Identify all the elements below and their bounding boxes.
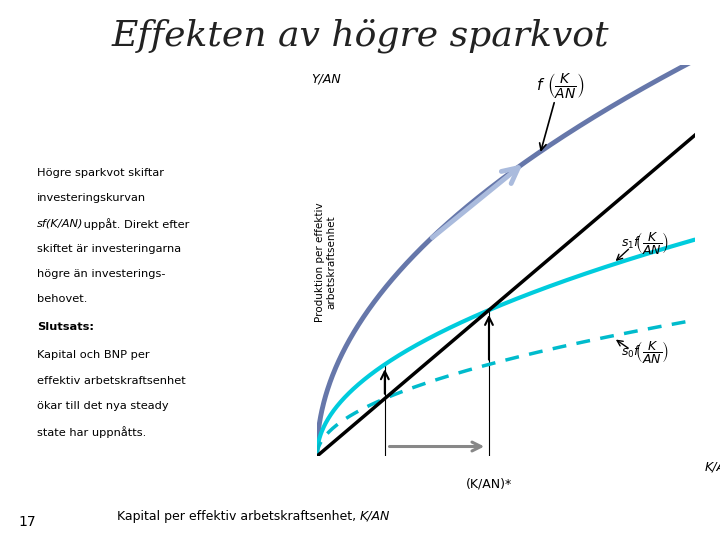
Text: högre än investerings-: högre än investerings- xyxy=(37,269,166,279)
Text: $\left(\dfrac{K}{AN}\right)$: $\left(\dfrac{K}{AN}\right)$ xyxy=(547,71,585,100)
Text: Produktion per effektiv
arbetskraftsenhet: Produktion per effektiv arbetskraftsenhe… xyxy=(315,202,336,322)
Text: K/AN: K/AN xyxy=(360,510,390,523)
Text: state har uppnåtts.: state har uppnåtts. xyxy=(37,426,146,438)
Text: sf(K/AN): sf(K/AN) xyxy=(37,218,84,228)
Text: investeringskurvan: investeringskurvan xyxy=(37,193,146,203)
Text: Vad händer om sparkvoten: Vad händer om sparkvoten xyxy=(37,73,191,84)
Text: Kapital och BNP per: Kapital och BNP per xyxy=(37,350,150,360)
Text: ökar till det nya steady: ökar till det nya steady xyxy=(37,401,168,411)
Text: $s_1 f\!\left(\dfrac{K}{AN}\right)$: $s_1 f\!\left(\dfrac{K}{AN}\right)$ xyxy=(621,231,669,256)
Text: Effekten av högre sparkvot: Effekten av högre sparkvot xyxy=(112,19,608,53)
Text: 17: 17 xyxy=(18,516,35,530)
Text: Y/AN: Y/AN xyxy=(311,72,341,86)
Text: effektiv arbetskraftsenhet: effektiv arbetskraftsenhet xyxy=(37,375,186,386)
Text: $s_0 f\!\left(\dfrac{K}{AN}\right)$: $s_0 f\!\left(\dfrac{K}{AN}\right)$ xyxy=(621,339,669,364)
Text: behovet.: behovet. xyxy=(37,294,87,304)
Text: steady state?: steady state? xyxy=(37,141,114,152)
Text: uppåt. Direkt efter: uppåt. Direkt efter xyxy=(81,218,190,230)
Text: $f$: $f$ xyxy=(536,77,545,92)
Text: skiftet är investeringarna: skiftet är investeringarna xyxy=(37,244,181,254)
Text: Kapital per effektiv arbetskraftsenhet,: Kapital per effektiv arbetskraftsenhet, xyxy=(117,510,360,523)
Text: (K/AN)*: (K/AN)* xyxy=(466,478,512,491)
Text: ökar från s₀ till s₁ om: ökar från s₀ till s₁ om xyxy=(37,96,156,106)
Text: ekonomin från början var i: ekonomin från början var i xyxy=(37,119,189,131)
Text: Slutsats:: Slutsats: xyxy=(37,322,94,332)
Text: Högre sparkvot skiftar: Högre sparkvot skiftar xyxy=(37,168,164,178)
Text: K/AN: K/AN xyxy=(704,460,720,473)
